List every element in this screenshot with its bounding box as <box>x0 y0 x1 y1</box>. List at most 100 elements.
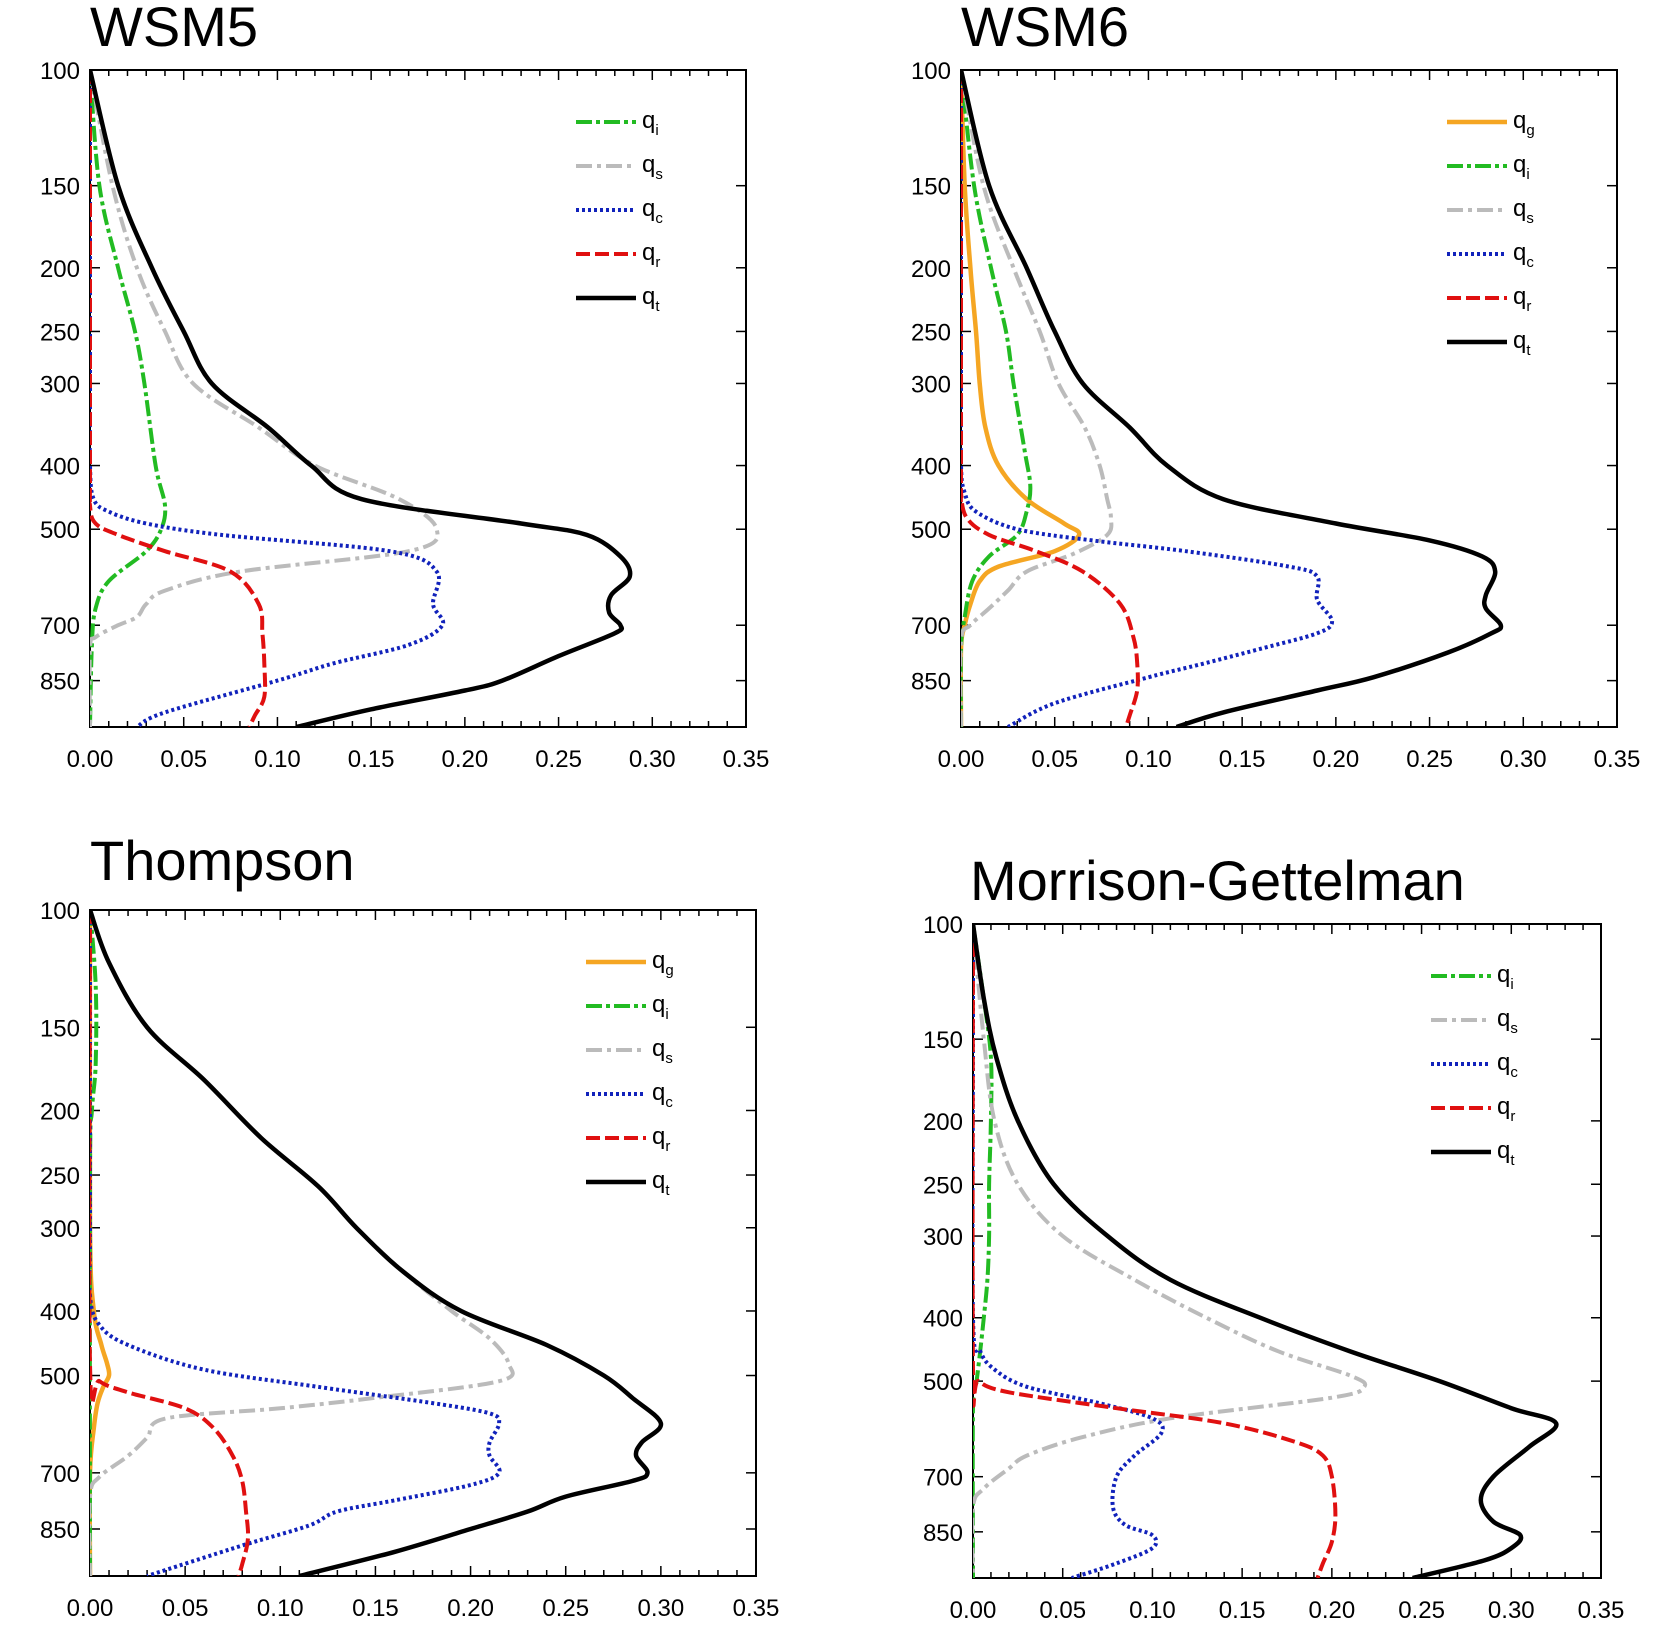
x-tick-label: 0.20 <box>447 1595 494 1622</box>
x-tick-label: 0.25 <box>1406 746 1453 773</box>
legend-label-qi: qi <box>1513 151 1530 183</box>
y-tick-label: 150 <box>40 174 80 201</box>
panel-title: Thompson <box>90 829 355 892</box>
x-tick-label: 0.25 <box>1398 1597 1445 1624</box>
y-tick-label: 100 <box>40 898 80 925</box>
x-tick-label: 0.35 <box>1578 1597 1625 1624</box>
legend-label-qr: qr <box>1513 283 1531 315</box>
x-tick-label: 0.00 <box>938 746 985 773</box>
legend-label-sub: s <box>1510 1020 1518 1037</box>
series-line-qr <box>961 70 1140 727</box>
x-tick-label: 0.05 <box>160 746 207 773</box>
x-tick-label: 0.20 <box>441 746 488 773</box>
x-tick-label: 0.00 <box>950 1597 997 1624</box>
legend-label-qt: qt <box>652 1167 670 1199</box>
legend-label-qs: qs <box>1497 1005 1518 1037</box>
y-tick-label: 300 <box>40 1216 80 1243</box>
series-line-qr <box>90 70 268 727</box>
series-group <box>973 924 1559 1578</box>
y-tick-label: 300 <box>40 371 80 398</box>
x-tick-label: 0.35 <box>733 1595 780 1622</box>
legend-label-sub: t <box>1510 1152 1515 1169</box>
legend-label-sub: c <box>655 210 663 227</box>
panel-title: WSM5 <box>90 0 258 58</box>
legend-label-qg: qg <box>652 947 674 979</box>
series-line-qc <box>973 924 1165 1578</box>
x-tick-label: 0.00 <box>67 746 114 773</box>
legend-label-sub: s <box>655 166 663 183</box>
y-tick-label: 850 <box>911 669 951 696</box>
legend-label-sub: c <box>1526 254 1534 271</box>
y-tick-label: 150 <box>923 1027 963 1054</box>
panel-3: Morrison-Gettelman 0.00 0.05 0.10 0.15 0.20 0.… <box>923 849 1624 1624</box>
legend-label-sub: s <box>665 1050 673 1067</box>
legend-label-qt: qt <box>1497 1137 1515 1169</box>
y-tick-label: 250 <box>923 1172 963 1199</box>
x-tick-label: 0.25 <box>535 746 582 773</box>
y-tick-label: 150 <box>911 174 951 201</box>
legend-label-qc: qc <box>652 1079 673 1111</box>
series-line-qt <box>961 70 1504 727</box>
series-line-qi <box>90 70 168 727</box>
series-line-qs <box>973 924 1368 1578</box>
y-tick-label: 250 <box>40 1163 80 1190</box>
legend-label-sub: t <box>665 1182 670 1199</box>
legend-label-qs: qs <box>642 151 663 183</box>
legend-label-sub: r <box>655 254 660 271</box>
series-line-qs <box>90 70 440 727</box>
y-tick-label: 200 <box>911 256 951 283</box>
legend-label-base: q <box>1513 151 1526 178</box>
y-tick-label: 700 <box>923 1465 963 1492</box>
x-tick-label: 0.05 <box>1031 746 1078 773</box>
legend-label-base: q <box>1497 961 1510 988</box>
series-group <box>961 70 1504 727</box>
x-tick-label: 0.15 <box>348 746 395 773</box>
legend-label-sub: i <box>655 122 658 139</box>
legend-label-base: q <box>1513 283 1526 310</box>
legend-label-base: q <box>1497 1093 1510 1120</box>
series-line-qc <box>90 910 502 1576</box>
series-line-qc <box>90 70 446 727</box>
x-tick-label: 0.30 <box>1488 1597 1535 1624</box>
y-tick-label: 500 <box>911 517 951 544</box>
y-tick-label: 250 <box>911 319 951 346</box>
legend-label-sub: g <box>665 962 673 979</box>
legend-label-base: q <box>1513 239 1526 266</box>
legend-label-qr: qr <box>1497 1093 1515 1125</box>
panel-0: WSM5 0.00 0.05 0.10 0.15 0.20 0.25 0.30 0.35 100 1… <box>40 0 769 773</box>
legend-label-base: q <box>642 107 655 134</box>
series-line-qr <box>973 924 1338 1578</box>
series-line-qs <box>90 910 515 1576</box>
legend-label-sub: s <box>1526 210 1534 227</box>
legend-label-base: q <box>642 195 655 222</box>
panel-title: Morrison-Gettelman <box>970 849 1465 912</box>
y-tick-label: 100 <box>923 912 963 939</box>
x-tick-label: 0.15 <box>1219 746 1266 773</box>
legend-label-qs: qs <box>1513 195 1534 227</box>
x-tick-label: 0.20 <box>1308 1597 1355 1624</box>
legend-label-sub: i <box>1526 166 1529 183</box>
x-tick-label: 0.30 <box>637 1595 684 1622</box>
legend-label-qr: qr <box>642 239 660 271</box>
y-tick-label: 400 <box>911 454 951 481</box>
legend-label-base: q <box>1497 1005 1510 1032</box>
legend-label-base: q <box>652 1167 665 1194</box>
y-tick-label: 700 <box>40 613 80 640</box>
x-tick-label: 0.10 <box>257 1595 304 1622</box>
panel-title: WSM6 <box>961 0 1129 58</box>
legend-label-sub: t <box>1526 342 1531 359</box>
legend-label-qi: qi <box>1497 961 1514 993</box>
y-tick-label: 500 <box>40 517 80 544</box>
legend-label-qt: qt <box>1513 327 1531 359</box>
panel-2: Thompson 0.00 0.05 0.10 0.15 0.20 0.25 0.30 0.35… <box>40 829 779 1622</box>
legend-label-sub: i <box>665 1006 668 1023</box>
series-line-qc <box>961 70 1335 727</box>
x-tick-label: 0.15 <box>352 1595 399 1622</box>
y-tick-label: 400 <box>40 1299 80 1326</box>
legend-label-sub: t <box>655 298 660 315</box>
y-tick-label: 300 <box>911 371 951 398</box>
legend-label-sub: r <box>1510 1108 1515 1125</box>
y-tick-label: 100 <box>911 58 951 85</box>
series-line-qr <box>90 910 251 1576</box>
